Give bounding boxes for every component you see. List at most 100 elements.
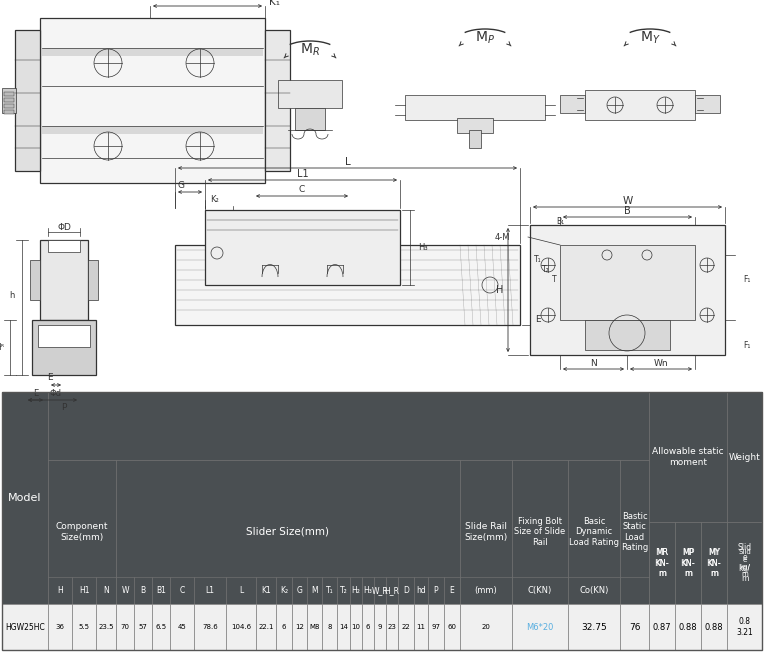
Text: C: C bbox=[180, 586, 185, 595]
Text: 22.1: 22.1 bbox=[258, 624, 274, 630]
Bar bbox=[398, 577, 414, 604]
Bar bbox=[175, 245, 520, 325]
Text: 9: 9 bbox=[377, 624, 382, 630]
Text: 22: 22 bbox=[402, 624, 410, 630]
Text: H₃: H₃ bbox=[418, 243, 428, 252]
Bar bbox=[350, 577, 362, 604]
Text: 76: 76 bbox=[629, 623, 640, 632]
Text: 45: 45 bbox=[177, 624, 186, 630]
Bar bbox=[701, 604, 727, 650]
Bar bbox=[460, 604, 512, 650]
Text: L: L bbox=[239, 586, 243, 595]
Text: 5.5: 5.5 bbox=[79, 624, 89, 630]
Bar bbox=[568, 604, 620, 650]
Text: 0.88: 0.88 bbox=[704, 623, 724, 632]
Bar bbox=[2, 392, 48, 604]
Bar bbox=[2, 392, 762, 650]
Text: H1: H1 bbox=[79, 586, 89, 595]
Text: Component
Size(mm): Component Size(mm) bbox=[56, 522, 108, 542]
Text: W_R: W_R bbox=[371, 586, 388, 595]
Text: HGW25HC: HGW25HC bbox=[5, 623, 45, 632]
Bar bbox=[295, 108, 325, 130]
Text: K₁: K₁ bbox=[270, 0, 280, 7]
Text: MP
KN-
m: MP KN- m bbox=[681, 548, 694, 578]
Text: Hᴿ: Hᴿ bbox=[0, 342, 5, 351]
Text: 104.6: 104.6 bbox=[231, 624, 251, 630]
Bar bbox=[116, 460, 460, 604]
Bar bbox=[40, 18, 265, 183]
Text: 4-M: 4-M bbox=[495, 233, 510, 241]
Bar bbox=[512, 604, 568, 650]
Bar bbox=[428, 577, 444, 604]
Text: M$_R$: M$_R$ bbox=[300, 42, 320, 58]
Bar bbox=[568, 577, 620, 604]
Bar bbox=[116, 577, 134, 604]
Text: K1: K1 bbox=[261, 586, 271, 595]
Bar bbox=[469, 130, 481, 148]
Text: MY
KN-
m: MY KN- m bbox=[707, 548, 720, 578]
Text: Slid
e
kg/
m: Slid e kg/ m bbox=[737, 543, 752, 583]
Bar bbox=[675, 604, 701, 650]
Text: P: P bbox=[61, 402, 66, 411]
Bar bbox=[414, 577, 428, 604]
Bar bbox=[0, 0, 764, 390]
Bar bbox=[194, 577, 226, 604]
Text: 70: 70 bbox=[121, 624, 130, 630]
Text: H: H bbox=[497, 285, 503, 295]
Bar bbox=[194, 604, 226, 650]
Bar bbox=[42, 48, 263, 56]
Text: Slide Rail
Size(mm): Slide Rail Size(mm) bbox=[465, 522, 507, 542]
Text: Bastic
Static
Load
Rating: Bastic Static Load Rating bbox=[621, 512, 648, 552]
Text: 20: 20 bbox=[481, 624, 490, 630]
Bar bbox=[701, 522, 727, 604]
Text: P: P bbox=[434, 586, 439, 595]
Bar bbox=[727, 522, 762, 604]
Text: B₁: B₁ bbox=[556, 216, 564, 226]
Bar bbox=[170, 604, 194, 650]
Text: 97: 97 bbox=[432, 624, 441, 630]
Bar bbox=[96, 577, 116, 604]
Text: MR
KN-
m: MR KN- m bbox=[656, 548, 668, 578]
Text: hd: hd bbox=[416, 586, 426, 595]
Bar bbox=[42, 126, 263, 134]
Bar bbox=[727, 522, 762, 604]
Bar bbox=[38, 325, 90, 347]
Bar bbox=[560, 95, 585, 113]
Bar bbox=[568, 460, 620, 604]
Text: W: W bbox=[623, 196, 633, 206]
Bar bbox=[512, 460, 568, 604]
Text: M$_Y$: M$_Y$ bbox=[639, 30, 660, 46]
Bar bbox=[374, 577, 386, 604]
Bar bbox=[649, 522, 675, 604]
Bar bbox=[48, 392, 649, 460]
Text: 32.75: 32.75 bbox=[581, 623, 607, 632]
Bar bbox=[278, 80, 342, 108]
Bar bbox=[256, 577, 276, 604]
Bar bbox=[460, 577, 512, 604]
Bar bbox=[40, 240, 88, 320]
Bar bbox=[350, 604, 362, 650]
Bar bbox=[292, 604, 307, 650]
Text: L1: L1 bbox=[296, 169, 309, 179]
Bar bbox=[256, 604, 276, 650]
Bar bbox=[530, 225, 725, 355]
Text: H₂: H₂ bbox=[351, 586, 361, 595]
Text: 8: 8 bbox=[327, 624, 332, 630]
Text: 57: 57 bbox=[138, 624, 147, 630]
Text: 6.5: 6.5 bbox=[155, 624, 167, 630]
Bar bbox=[4, 110, 14, 114]
Text: C(KN): C(KN) bbox=[528, 586, 552, 595]
Bar bbox=[292, 577, 307, 604]
Text: W: W bbox=[121, 586, 129, 595]
Bar bbox=[170, 577, 194, 604]
Bar bbox=[362, 604, 374, 650]
Text: MR
KN-
m: MR KN- m bbox=[655, 548, 669, 578]
Bar bbox=[727, 604, 762, 650]
Bar bbox=[72, 604, 96, 650]
Text: 60: 60 bbox=[448, 624, 457, 630]
Bar bbox=[675, 522, 701, 604]
Bar bbox=[2, 88, 16, 113]
Bar bbox=[152, 577, 170, 604]
Bar bbox=[620, 460, 649, 604]
Text: D: D bbox=[403, 586, 409, 595]
